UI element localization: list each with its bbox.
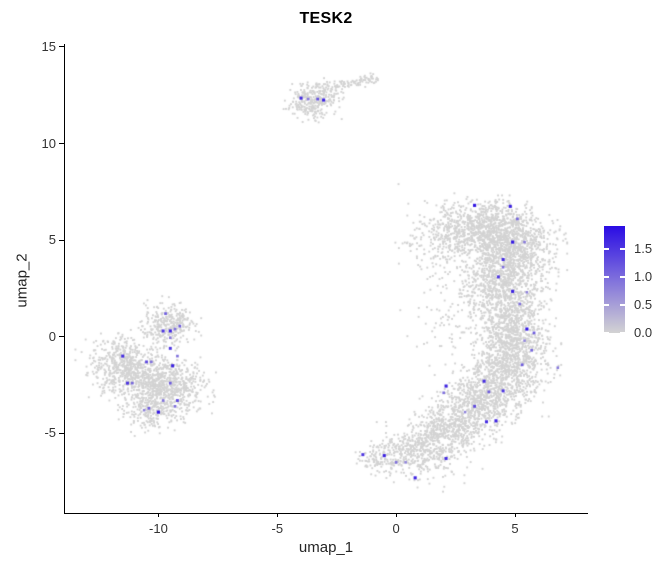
plot-title: TESK2 — [299, 10, 353, 27]
y-tick-label: 0 — [48, 328, 56, 344]
x-tick-label: 0 — [392, 521, 400, 536]
y-tick-label: -5 — [44, 425, 56, 441]
colorbar-gradient-bar — [604, 226, 625, 334]
colorbar-tick-mark — [604, 247, 609, 250]
colorbar-tick-label: 0.0 — [634, 325, 653, 340]
colorbar-tick-mark — [620, 303, 625, 306]
x-tick-label: 5 — [511, 521, 519, 536]
y-tick-mark — [59, 239, 64, 241]
y-tick-mark — [59, 432, 64, 434]
colorbar-tick-mark — [620, 275, 625, 278]
colorbar-tick-mark — [604, 332, 609, 334]
x-tick-mark — [157, 513, 159, 517]
colorbar-tick-label: 1.5 — [634, 240, 653, 256]
y-tick-mark — [59, 143, 64, 145]
y-tick-label: 5 — [48, 232, 56, 248]
x-axis-line — [64, 513, 588, 514]
x-tick-label: -5 — [271, 521, 284, 536]
colorbar-tick-mark — [604, 275, 609, 278]
x-tick-mark — [514, 513, 516, 517]
colorbar-tick-mark — [620, 332, 625, 334]
y-tick-mark — [59, 336, 64, 338]
colorbar-tick-label: 0.5 — [634, 296, 653, 312]
y-axis-title: umap_2 — [13, 253, 31, 308]
y-tick-label: 10 — [41, 135, 56, 151]
colorbar-tick-mark — [620, 247, 625, 250]
x-tick-label: -10 — [149, 521, 168, 536]
colorbar-tick-mark — [604, 303, 609, 306]
y-tick-label: 15 — [41, 38, 56, 54]
y-axis-line — [64, 44, 65, 513]
x-tick-mark — [276, 513, 278, 517]
x-tick-mark — [395, 513, 397, 517]
colorbar-tick-label: 1.0 — [634, 268, 653, 284]
y-tick-mark — [59, 46, 64, 48]
x-axis-title: umap_1 — [298, 539, 354, 556]
